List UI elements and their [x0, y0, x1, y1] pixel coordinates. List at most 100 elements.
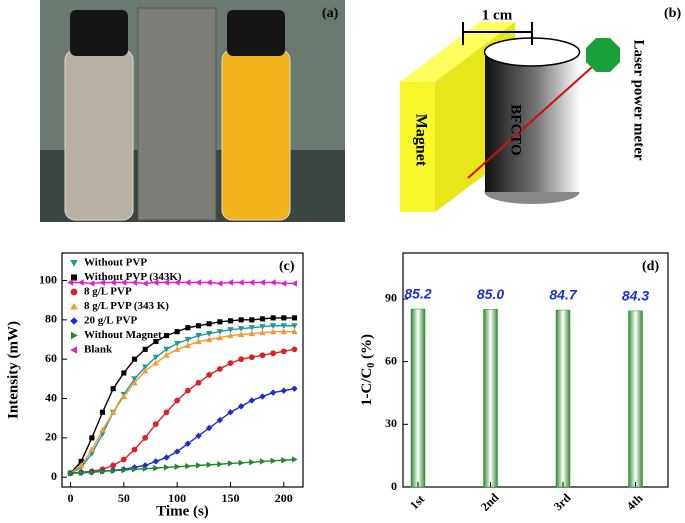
marker	[163, 279, 170, 286]
marker	[109, 279, 116, 286]
marker	[163, 464, 170, 471]
y-axis-label: Intensity (mW)	[5, 321, 21, 419]
marker	[109, 409, 117, 415]
marker	[195, 379, 202, 386]
marker	[217, 460, 224, 468]
value-label: 85.0	[477, 286, 504, 302]
vial-cap	[70, 10, 128, 56]
marker	[291, 328, 298, 335]
marker	[174, 463, 181, 470]
marker	[291, 385, 298, 392]
marker	[184, 279, 191, 286]
y-tick-label: 100	[39, 272, 57, 286]
x-tick-label: 2nd	[478, 490, 502, 514]
marker	[280, 328, 288, 335]
marker	[174, 329, 180, 335]
marker	[238, 356, 245, 363]
marker	[173, 279, 180, 286]
marker	[248, 397, 256, 404]
marker	[205, 336, 213, 343]
magnet-top	[400, 22, 515, 82]
value-label: 85.2	[404, 286, 431, 302]
marker	[185, 325, 191, 331]
marker	[195, 333, 202, 339]
marker	[163, 454, 170, 461]
legend-marker	[70, 288, 78, 296]
marker	[141, 364, 149, 371]
marker	[280, 280, 287, 287]
series-line	[70, 330, 295, 474]
marker	[195, 338, 202, 345]
vial-suspension	[221, 49, 291, 221]
x-tick-label: 200	[275, 491, 293, 505]
marker	[280, 323, 288, 329]
marker	[291, 315, 298, 321]
value-label: 84.7	[549, 287, 577, 303]
marker	[120, 456, 127, 463]
y-tick-label: 0	[391, 479, 397, 493]
marker	[217, 319, 223, 325]
marker	[216, 334, 224, 341]
legend-label: 8 g/L PVP (343 K)	[84, 300, 169, 312]
sample-label: BFCTO	[508, 104, 524, 155]
bar	[628, 310, 643, 488]
marker	[281, 315, 287, 321]
marker	[227, 360, 234, 366]
legend-label: Blank	[84, 344, 113, 356]
marker	[269, 389, 277, 396]
marker	[88, 280, 95, 287]
marker	[99, 279, 106, 286]
marker	[269, 328, 277, 335]
marker	[110, 467, 117, 474]
series-line	[70, 317, 295, 474]
marker	[141, 280, 148, 287]
marker	[227, 332, 234, 339]
marker	[269, 279, 276, 286]
marker	[238, 317, 244, 323]
meter-label: Laser power meter	[631, 39, 647, 160]
marker	[163, 409, 170, 416]
marker	[227, 409, 234, 416]
marker	[173, 346, 181, 352]
marker	[78, 458, 84, 464]
vial-clear	[64, 49, 134, 221]
marker	[237, 279, 244, 286]
y-tick-label: 80	[45, 312, 57, 326]
marker	[291, 323, 298, 329]
marker	[120, 279, 127, 286]
y-tick-label: 20	[45, 430, 57, 444]
series-line	[70, 458, 295, 474]
y-tick-label: 90	[385, 291, 397, 305]
laser-beam	[467, 59, 601, 179]
marker	[280, 348, 287, 355]
legend-label: Without Magnet	[84, 329, 162, 341]
marker	[184, 440, 192, 447]
marker	[205, 331, 213, 337]
x-tick-label: 150	[221, 491, 239, 505]
marker	[206, 461, 213, 468]
panel-label: (b)	[664, 6, 681, 21]
marker	[99, 409, 106, 415]
cylinder-body	[485, 52, 580, 192]
marker	[77, 279, 84, 286]
legend-marker	[70, 346, 78, 354]
marker	[67, 470, 74, 477]
marker	[227, 279, 234, 286]
marker	[142, 465, 149, 472]
y-tick-label: 60	[45, 351, 57, 365]
marker	[152, 354, 160, 361]
marker	[248, 354, 255, 361]
photo: (a)	[40, 0, 345, 222]
marker	[270, 457, 277, 465]
power-meter	[586, 38, 620, 72]
marker	[131, 464, 138, 471]
bar	[410, 308, 426, 488]
x-tick-label: 100	[168, 491, 186, 505]
marker	[195, 462, 202, 469]
marker	[248, 330, 256, 337]
legend-label: Without PVP	[84, 257, 147, 269]
series-line	[70, 348, 295, 474]
marker	[195, 323, 202, 329]
x-tick-label: 1st	[407, 492, 427, 512]
panel-label: (c)	[279, 259, 295, 274]
